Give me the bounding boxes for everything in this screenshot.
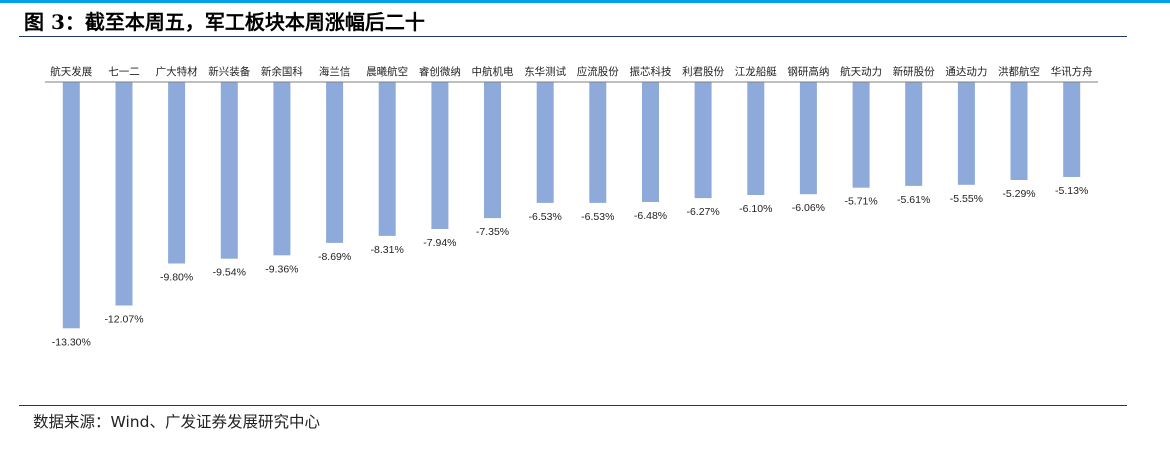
bar-9 bbox=[484, 82, 501, 219]
data-label: -6.53% bbox=[529, 211, 562, 223]
bar-8 bbox=[431, 82, 449, 229]
bar-17 bbox=[905, 82, 923, 186]
x-tick-label: 新余国科 bbox=[261, 65, 303, 78]
x-tick-label: 新研股份 bbox=[893, 65, 935, 78]
bar-14 bbox=[747, 82, 765, 195]
source-rule bbox=[19, 405, 1127, 406]
data-label: -5.71% bbox=[844, 196, 877, 208]
bar-16 bbox=[852, 82, 870, 188]
x-tick-label: 应流股份 bbox=[577, 65, 619, 78]
x-tick-label: 航天动力 bbox=[840, 65, 882, 78]
figure-title: 图 3：截至本周五，军工板块本周涨幅后二十 bbox=[24, 10, 425, 34]
x-tick-label: 七一二 bbox=[108, 66, 140, 78]
bar-chart: 航天发展 -13.30% 七一二 -12.07% 广大特材 -9.80% 新兴装备 -9.54… bbox=[45, 65, 1098, 348]
x-tick-label: 洪都航空 bbox=[998, 65, 1040, 78]
data-label: -9.36% bbox=[265, 263, 298, 275]
data-label: -8.31% bbox=[371, 244, 404, 256]
x-tick-label: 晨曦航空 bbox=[366, 65, 408, 78]
bar-19 bbox=[1010, 82, 1028, 180]
bar-20 bbox=[1063, 82, 1081, 177]
source-note: 数据来源：Wind、广发证券发展研究中心 bbox=[33, 413, 320, 431]
bar-13 bbox=[694, 82, 712, 199]
bar-2 bbox=[115, 82, 133, 306]
x-tick-label: 睿创微纳 bbox=[419, 65, 461, 78]
bar-15 bbox=[799, 82, 817, 195]
bar-5 bbox=[273, 82, 291, 256]
bar-12 bbox=[642, 82, 659, 202]
data-label: -6.10% bbox=[739, 203, 772, 215]
bar-4 bbox=[220, 82, 238, 259]
data-label: -6.06% bbox=[792, 202, 825, 214]
x-tick-label: 通达动力 bbox=[945, 65, 987, 78]
data-label: -5.55% bbox=[950, 193, 983, 205]
x-tick-label: 利君股份 bbox=[682, 66, 724, 78]
x-tick-label: 新兴装备 bbox=[208, 65, 250, 78]
bar-18 bbox=[957, 82, 975, 185]
data-label: -9.80% bbox=[160, 272, 193, 284]
top-accent-rule bbox=[0, 0, 1170, 3]
x-tick-label: 广大特材 bbox=[156, 65, 198, 78]
x-tick-label: 钢研高纳 bbox=[787, 65, 829, 78]
title-rule bbox=[19, 36, 1127, 37]
data-label: -7.94% bbox=[423, 237, 456, 249]
x-tick-label: 华讯方舟 bbox=[1051, 65, 1093, 78]
data-label: -6.53% bbox=[581, 211, 614, 223]
data-label: -5.61% bbox=[897, 194, 930, 206]
data-label: -6.48% bbox=[634, 210, 667, 222]
data-label: -7.35% bbox=[476, 226, 509, 238]
data-label: -13.30% bbox=[52, 336, 91, 348]
bar-11 bbox=[589, 82, 607, 203]
data-label: -5.13% bbox=[1055, 185, 1088, 197]
x-tick-label: 东华测试 bbox=[524, 65, 566, 78]
bar-6 bbox=[326, 82, 344, 243]
data-label: -9.54% bbox=[213, 267, 246, 279]
bar-7 bbox=[378, 82, 396, 236]
x-tick-label: 中航机电 bbox=[472, 65, 514, 78]
data-label: -12.07% bbox=[104, 314, 143, 326]
data-label: -8.69% bbox=[318, 251, 351, 263]
bar-10 bbox=[536, 82, 554, 203]
data-label: -5.29% bbox=[1002, 188, 1035, 200]
bar-3 bbox=[168, 82, 186, 264]
x-tick-label: 振芯科技 bbox=[630, 65, 672, 78]
data-label: -6.27% bbox=[686, 206, 719, 218]
x-tick-label: 海兰信 bbox=[319, 65, 351, 78]
bar-1 bbox=[62, 82, 80, 329]
x-tick-label: 航天发展 bbox=[50, 65, 92, 78]
x-tick-label: 江龙船艇 bbox=[735, 65, 777, 78]
